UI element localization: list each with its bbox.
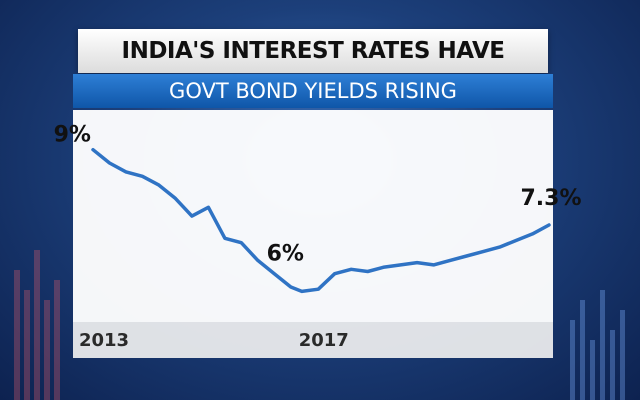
series-line — [91, 147, 551, 294]
annotation-label-2: 7.3% — [521, 186, 582, 211]
chart-subtitle: GOVT BOND YIELDS RISING — [73, 74, 553, 108]
annotation-label-1: 6% — [267, 242, 304, 267]
annotation-label-0: 9% — [54, 123, 91, 148]
chart-panel — [73, 110, 553, 322]
x-axis-band — [73, 322, 553, 358]
x-tick-label-2017: 2017 — [299, 330, 349, 351]
x-tick-label-2013: 2013 — [79, 330, 129, 351]
